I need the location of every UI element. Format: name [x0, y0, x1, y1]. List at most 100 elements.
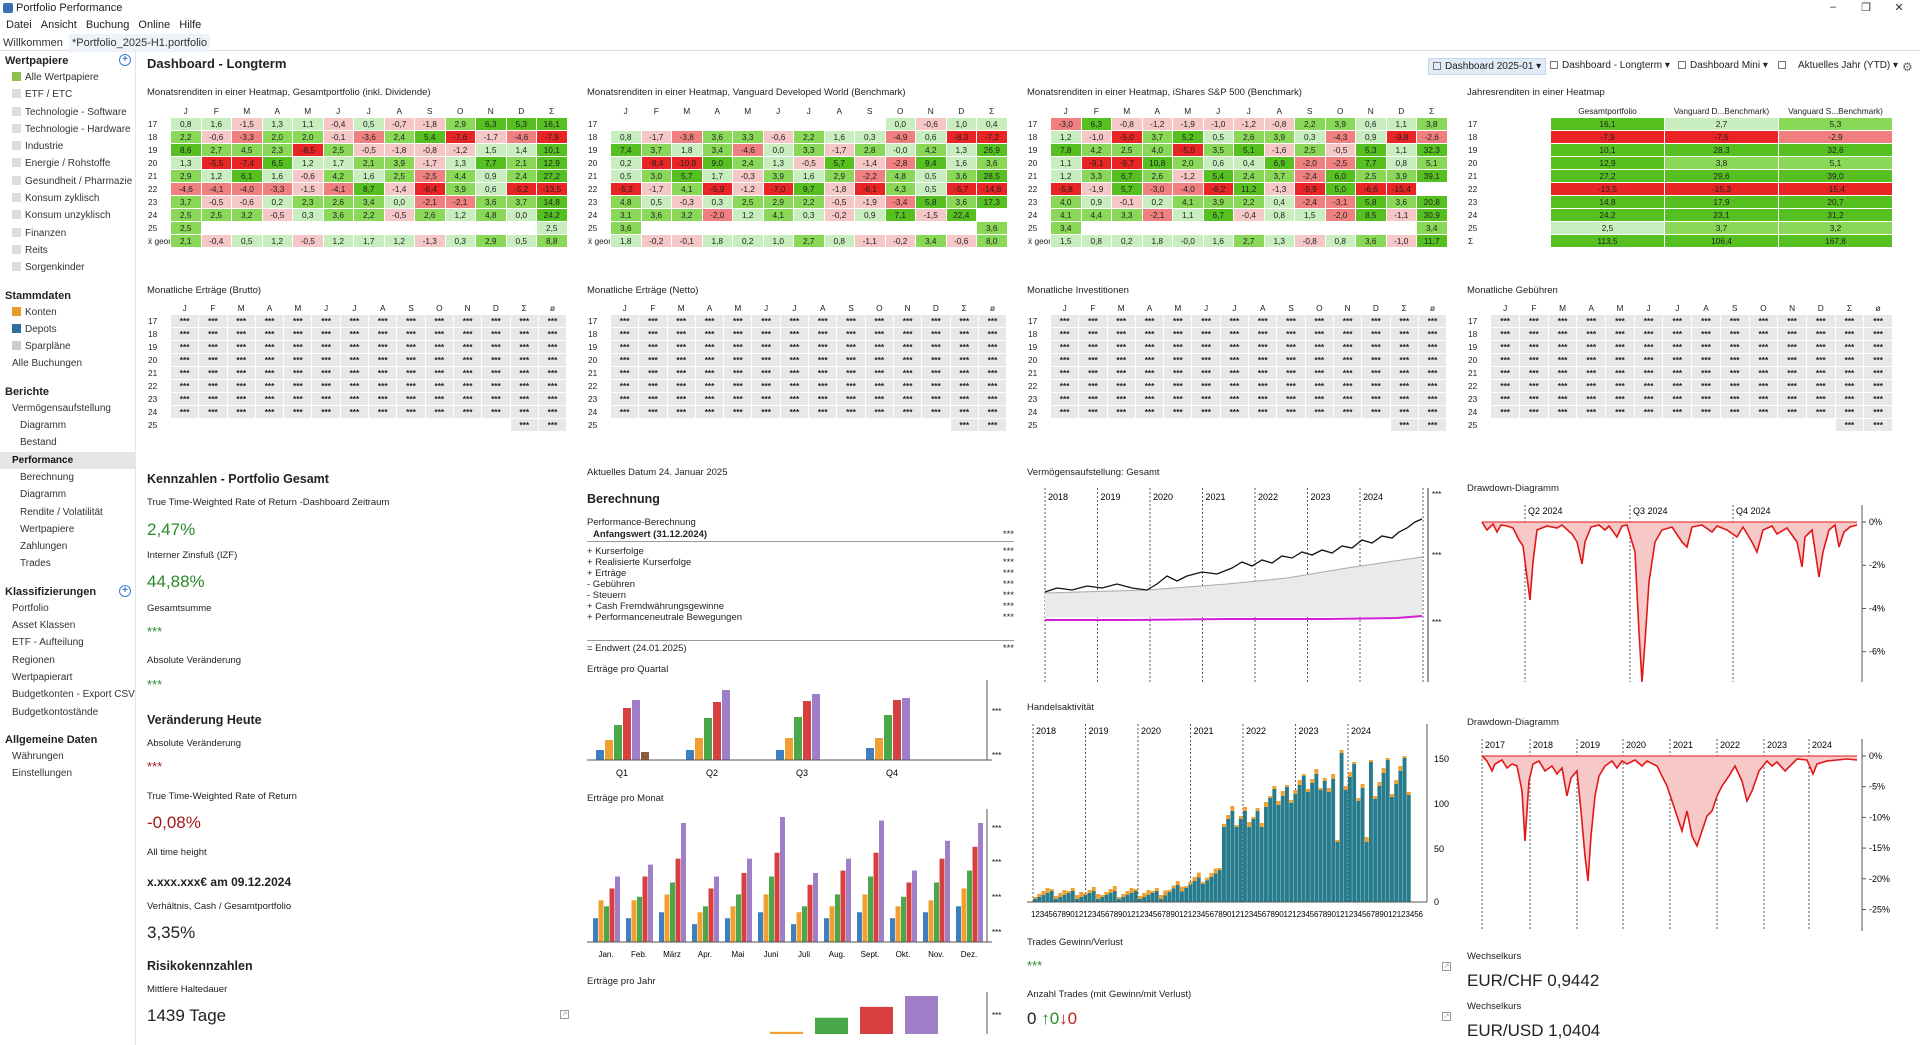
- heatmap-row: 17 -3,0 6,3 -0,8 -1,2 -1,9 -1,0 -1,2 -0,8 2,2 3,9 0…: [1025, 117, 1448, 131]
- menu-online[interactable]: Online: [138, 19, 171, 31]
- tab-willkommen[interactable]: Willkommen: [3, 37, 63, 49]
- month-header: J: [609, 300, 640, 315]
- masked-cell: [1633, 418, 1664, 432]
- sidebar-item-report[interactable]: Wertpapiere: [20, 523, 75, 535]
- month-header: M: [231, 103, 263, 118]
- sidebar-item-masterdata[interactable]: Konten: [0, 304, 135, 321]
- dashboard-longterm-button[interactable]: Dashboard - Longterm ▾: [1546, 58, 1674, 73]
- folder-icon: [12, 72, 21, 81]
- sidebar-item-alle-buchungen[interactable]: Alle Buchungen: [12, 358, 83, 370]
- sidebar-item-watchlist[interactable]: Technologie - Software: [0, 104, 135, 121]
- trade-bar: [1087, 893, 1092, 902]
- masked-cell: ***: [509, 314, 539, 328]
- masked-cell: ***: [723, 405, 753, 419]
- sidebar-item-watchlist[interactable]: Energie / Rohstoffe: [0, 155, 135, 172]
- sidebar-item-report[interactable]: Trades: [20, 558, 51, 570]
- masked-cell: [1134, 418, 1165, 432]
- sidebar-item-watchlist[interactable]: Industrie: [0, 138, 135, 155]
- sidebar-item-watchlist[interactable]: Technologie - Hardware: [0, 121, 135, 138]
- sidebar-item-classification[interactable]: Wertpapierart: [12, 671, 73, 683]
- add-icon[interactable]: +: [119, 584, 131, 597]
- heatmap-cell: 7,7: [1355, 156, 1387, 170]
- heatmap-cell: 8,5: [1355, 208, 1387, 222]
- dashboard-icon: [1433, 62, 1441, 70]
- dashboard-2025-01-button[interactable]: Dashboard 2025-01 ▾: [1428, 58, 1547, 75]
- trade-bar-profit: [1327, 788, 1331, 792]
- heatmap-cell: 2,5: [732, 195, 764, 209]
- earnings-row: 20 *** *** *** *** *** *** *** *** *** *** *** *** **…: [585, 353, 1008, 367]
- sidebar-item-classification[interactable]: Budgetkonten - Export CSV: [12, 689, 135, 701]
- heatmap-cell: -10,8: [671, 156, 703, 170]
- menu-datei[interactable]: Datei: [6, 19, 32, 31]
- sidebar-item-report[interactable]: Diagramm: [20, 420, 67, 432]
- masked-cell: [254, 418, 285, 432]
- period-selector[interactable]: [1774, 58, 1794, 73]
- sidebar-item-masterdata[interactable]: Depots: [0, 321, 135, 338]
- sidebar-item-watchlist[interactable]: Gesundheit / Pharmazie: [0, 173, 135, 190]
- add-icon[interactable]: +: [119, 54, 131, 66]
- external-link-icon[interactable]: ↗: [560, 1010, 569, 1019]
- masked-cell: ***: [1134, 392, 1165, 406]
- sidebar-item-classification[interactable]: Budgetkontostände: [12, 706, 99, 718]
- masked-cell: [921, 418, 951, 432]
- gear-icon[interactable]: ⚙: [1902, 60, 1913, 74]
- heatmap-cell: 3,6: [1385, 195, 1417, 209]
- close-icon[interactable]: ✕: [1894, 2, 1904, 14]
- year-label: 20: [1025, 156, 1051, 170]
- masked-cell: [1106, 418, 1136, 432]
- masked-cell: [892, 418, 923, 432]
- menu-ansicht[interactable]: Ansicht: [40, 19, 77, 31]
- heatmap-cell: 6,0: [1324, 169, 1356, 183]
- maximize-icon[interactable]: ❐: [1861, 2, 1871, 14]
- masked-cell: ***: [1519, 392, 1549, 406]
- year-label: 19: [1025, 340, 1051, 354]
- sidebar-item-watchlist[interactable]: Sorgenkinder: [0, 259, 135, 276]
- calc-start-row: Anfangswert (31.12.2024) ***: [587, 528, 1014, 542]
- masked-cell: ***: [694, 379, 725, 393]
- sidebar-item-report[interactable]: Berechnung: [20, 471, 74, 483]
- masked-cell: ***: [723, 340, 753, 354]
- tab-portfolio[interactable]: *Portfolio_2025-H1.portfolio: [68, 34, 211, 52]
- heatmap-cell: -0,3: [671, 195, 703, 209]
- sidebar-item-classification[interactable]: Regionen: [12, 654, 55, 666]
- masked-cell: ***: [1719, 353, 1750, 367]
- sidebar-item-watchlist[interactable]: ETF / ETC: [0, 86, 135, 103]
- y-tick-label: 50: [1434, 844, 1444, 854]
- sidebar-item-watchlist[interactable]: Reits: [0, 242, 135, 259]
- sidebar-item-report[interactable]: Diagramm: [20, 489, 67, 501]
- sidebar-item-masterdata[interactable]: Sparpläne: [0, 338, 135, 355]
- sidebar-item-classification[interactable]: Portfolio: [12, 602, 49, 614]
- dashboard-mini-button[interactable]: Dashboard Mini ▾: [1674, 58, 1772, 73]
- sidebar-item-classification[interactable]: Asset Klassen: [12, 620, 76, 632]
- sidebar-item-general[interactable]: Einstellungen: [12, 768, 73, 780]
- masked-cell: ***: [283, 379, 313, 393]
- sidebar-item-watchlist[interactable]: Konsum unzyklisch: [0, 207, 135, 224]
- heatmap-cell: 1,0: [945, 117, 977, 131]
- heatmap-cell: 2,2: [1233, 195, 1265, 209]
- sidebar-item-report[interactable]: Rendite / Volatilität: [20, 506, 103, 518]
- menu-hilfe[interactable]: Hilfe: [179, 19, 202, 31]
- heatmap-cell: [793, 221, 825, 235]
- heatmap-cell: 9,4: [915, 156, 947, 170]
- year-label: 2023: [1299, 726, 1319, 736]
- masked-cell: ***: [1389, 327, 1419, 341]
- sidebar-item-general[interactable]: Währungen: [12, 750, 64, 762]
- sidebar-item-report[interactable]: Vermögensaufstellung: [12, 402, 111, 414]
- external-link-icon[interactable]: ↗: [1442, 962, 1451, 971]
- heatmap-cell: [640, 117, 672, 131]
- sidebar-item-watchlist[interactable]: Konsum zyklisch: [0, 190, 135, 207]
- sidebar-item-label: Reits: [25, 244, 48, 256]
- minimize-icon[interactable]: –: [1829, 1, 1837, 13]
- menu-buchung[interactable]: Buchung: [85, 19, 130, 31]
- sidebar-item-classification[interactable]: ETF - Aufteilung: [12, 637, 84, 649]
- sidebar-item-watchlist[interactable]: Alle Wertpapiere: [0, 69, 135, 86]
- sidebar-item-report[interactable]: Performance: [0, 451, 135, 469]
- external-link-icon[interactable]: ↗: [1442, 1012, 1451, 1021]
- masked-cell: ***: [977, 353, 1008, 367]
- sidebar-item-watchlist[interactable]: Finanzen: [0, 225, 135, 242]
- sidebar-item-report[interactable]: Zahlungen: [20, 541, 68, 553]
- masked-cell: ***: [836, 379, 866, 393]
- sidebar-item-report[interactable]: Bestand: [20, 437, 57, 449]
- trade-bar: [1180, 891, 1184, 902]
- period-selector-label[interactable]: Aktuelles Jahr (YTD) ▾: [1798, 60, 1899, 71]
